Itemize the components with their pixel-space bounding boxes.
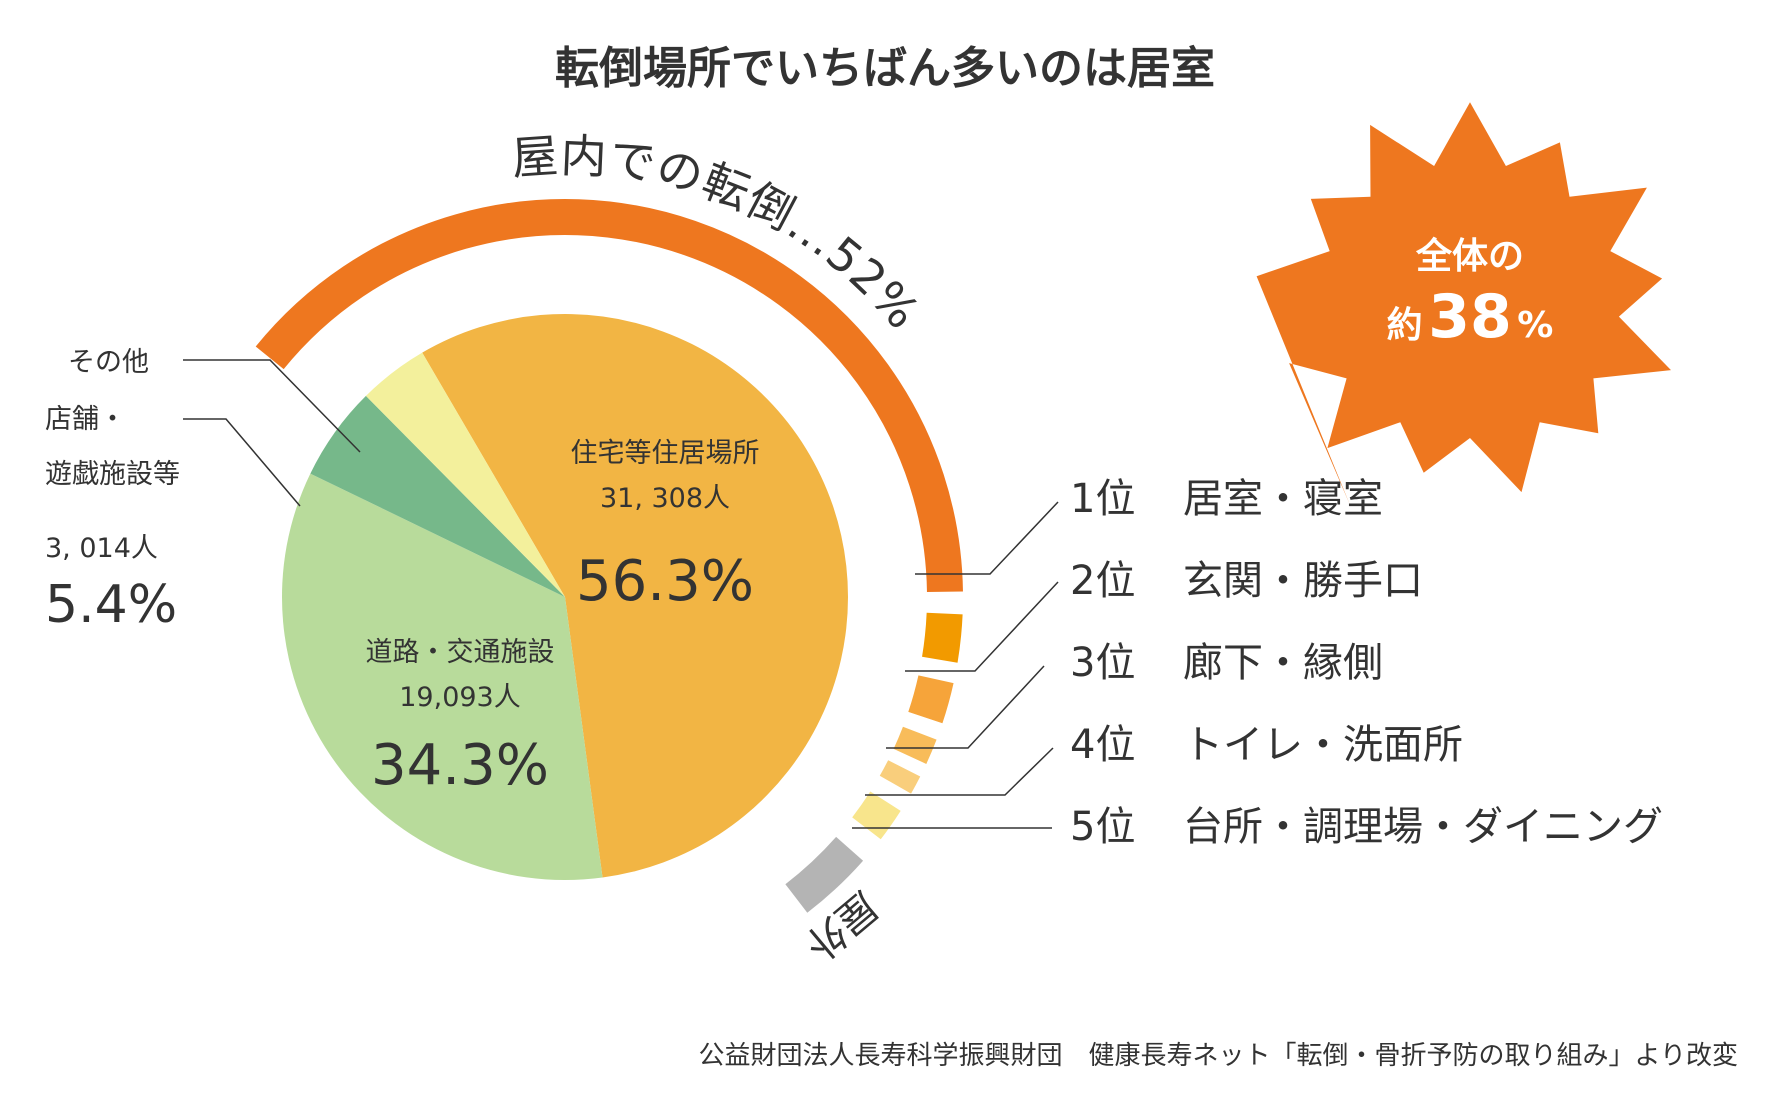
callout-line2: 約 38 % [1387, 282, 1554, 352]
pie-slice-home [422, 314, 848, 878]
ranking-arc-segment-5 [879, 760, 921, 794]
rank-4-place: トイレ・洗面所 [1183, 722, 1463, 768]
indoor-extra-arc-segment [852, 791, 901, 840]
leader-line-store [183, 418, 301, 507]
callout-starburst: 全体の 約 38 % [1256, 102, 1671, 505]
outdoor-arc [785, 836, 864, 913]
rank-3-rank: 3位 [1070, 640, 1135, 686]
leader-line-rank-1 [915, 501, 1059, 575]
pie-slice-other [365, 352, 565, 597]
label-other: その他 [68, 347, 149, 378]
rank-5-rank: 5位 [1070, 804, 1135, 850]
ranking-arcs [852, 612, 963, 840]
label-store-percent: 5.4% [45, 575, 177, 635]
leader-line-rank-3 [886, 665, 1045, 749]
leader-line-rank-2 [905, 581, 1059, 672]
chart-title: 転倒場所でいちばん多いのは居室 [555, 43, 1215, 94]
slice-label-home-count: 31, 308人 [600, 483, 730, 514]
leader-line-other [183, 359, 361, 453]
label-store-line2: 遊戯施設等 [45, 459, 180, 490]
ranking-arc-segment-2 [922, 612, 963, 663]
starburst-shape [1256, 102, 1671, 505]
rank-2-place: 玄関・勝手口 [1183, 558, 1423, 604]
callout-number: 38 [1428, 282, 1512, 352]
label-store-line1: 店舗・ [45, 404, 126, 435]
pie-slice-store [310, 395, 565, 597]
ranking-list: 1位 居室・寝室 2位 玄関・勝手口 3位 廊下・縁側 4位 トイレ・洗面所 5… [1070, 476, 1663, 850]
rank-5-place: 台所・調理場・ダイニング [1183, 804, 1663, 850]
leader-line-rank-4 [865, 747, 1054, 796]
rank-2-rank: 2位 [1070, 558, 1135, 604]
pie-slices [281, 314, 848, 881]
slice-label-road-percent: 34.3% [371, 733, 549, 798]
pie-slice-road [281, 473, 603, 881]
label-store-count: 3, 014人 [45, 533, 158, 564]
slice-label-home-name: 住宅等住居場所 [571, 438, 760, 469]
callout-unit: % [1517, 305, 1553, 346]
ranking-arc-segment-3 [908, 675, 954, 724]
source-note: 公益財団法人長寿科学振興財団 健康長寿ネット「転倒・骨折予防の取り組み」より改変 [699, 1041, 1738, 1071]
rank-1-place: 居室・寝室 [1183, 476, 1383, 522]
slice-label-road-name: 道路・交通施設 [366, 637, 555, 668]
callout-prefix: 約 [1387, 305, 1423, 346]
rank-3-place: 廊下・縁側 [1183, 640, 1383, 686]
callout-line1: 全体の [1415, 235, 1524, 277]
indoor-arc [255, 199, 963, 592]
ranking-arc-segment-4 [893, 726, 937, 764]
slice-label-home-percent: 56.3% [576, 549, 754, 614]
rank-1-rank: 1位 [1070, 476, 1135, 522]
rank-4-rank: 4位 [1070, 722, 1135, 768]
slice-label-road-count: 19,093人 [399, 682, 520, 713]
